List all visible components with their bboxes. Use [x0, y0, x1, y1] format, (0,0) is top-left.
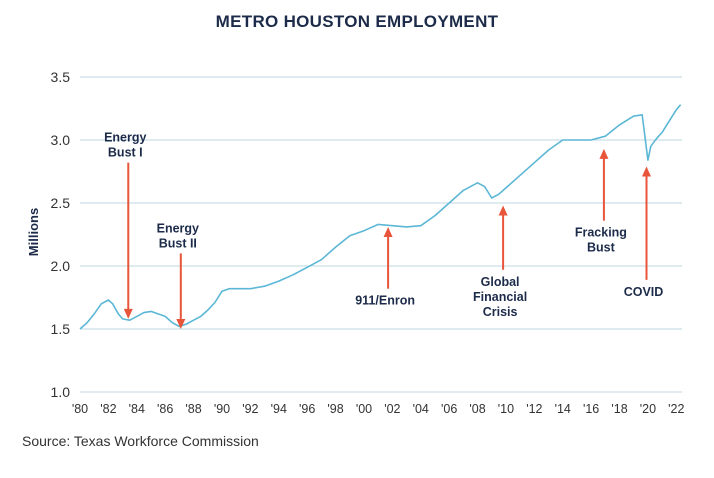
- annotation-label: Fracking: [575, 226, 627, 240]
- annotation-label: Bust: [587, 241, 616, 255]
- x-tick-label: '10: [498, 402, 514, 416]
- x-tick-label: '80: [72, 402, 88, 416]
- x-tick-label: '02: [384, 402, 400, 416]
- x-tick-label: '16: [583, 402, 599, 416]
- x-tick-label: '84: [129, 402, 145, 416]
- x-tick-label: '00: [356, 402, 372, 416]
- annotation-arrow-head: [176, 319, 186, 329]
- annotation-arrow-head: [383, 226, 393, 237]
- y-axis-label: Millions: [26, 208, 41, 256]
- annotation-arrow-head: [498, 205, 508, 216]
- annotation-label: Energy: [157, 221, 199, 235]
- annotation-label: Global: [481, 275, 520, 289]
- series-line-0: [79, 104, 682, 330]
- annotation-label: COVID: [624, 285, 664, 299]
- x-tick-label: '04: [413, 402, 429, 416]
- y-tick-label: 1.5: [51, 321, 71, 337]
- source-note: Source: Texas Workforce Commission: [22, 433, 259, 449]
- annotation-label: 911/Enron: [355, 294, 415, 308]
- x-tick-label: '22: [668, 402, 684, 416]
- annotation-2: 911/Enron: [355, 226, 415, 308]
- x-tick-label: '14: [555, 402, 571, 416]
- x-tick-label: '18: [611, 402, 627, 416]
- x-tick-label: '94: [271, 402, 287, 416]
- x-tick-label: '96: [299, 402, 315, 416]
- annotation-label: Crisis: [483, 305, 518, 319]
- x-tick-labels: '80 '82 '84 '86 '88 '90 '92 '94 '96 '98 '00 '02 '04 '…: [72, 402, 685, 416]
- x-tick-label: '82: [100, 402, 116, 416]
- y-tick-label: 3.5: [51, 69, 71, 85]
- annotation-label: Bust II: [159, 236, 197, 250]
- chart-title: METRO HOUSTON EMPLOYMENT: [216, 12, 499, 31]
- annotation-5: COVID: [624, 166, 664, 299]
- y-tick-label: 2.0: [51, 258, 71, 274]
- x-tick-label: '90: [214, 402, 230, 416]
- y-tick-label: 2.5: [51, 195, 71, 211]
- y-tick-label: 3.0: [51, 132, 71, 148]
- x-tick-label: '08: [469, 402, 485, 416]
- x-tick-label: '88: [185, 402, 201, 416]
- series-lines: [79, 104, 682, 330]
- annotation-arrow-head: [642, 166, 652, 177]
- x-tick-label: '86: [157, 402, 173, 416]
- x-tick-label: '12: [526, 402, 542, 416]
- x-tick-label: '92: [242, 402, 258, 416]
- x-tick-label: '06: [441, 402, 457, 416]
- annotation-arrow-head: [599, 148, 609, 159]
- annotation-arrow-head: [123, 308, 133, 319]
- y-tick-label: 1.0: [51, 384, 71, 400]
- annotation-label: Financial: [473, 290, 527, 304]
- y-tick-labels: 1.0 1.5 2.0 2.5 3.0 3.5: [51, 69, 71, 400]
- annotation-label: Bust I: [108, 146, 143, 160]
- x-tick-label: '98: [327, 402, 343, 416]
- x-tick-label: '20: [640, 402, 656, 416]
- annotation-label: Energy: [104, 131, 146, 145]
